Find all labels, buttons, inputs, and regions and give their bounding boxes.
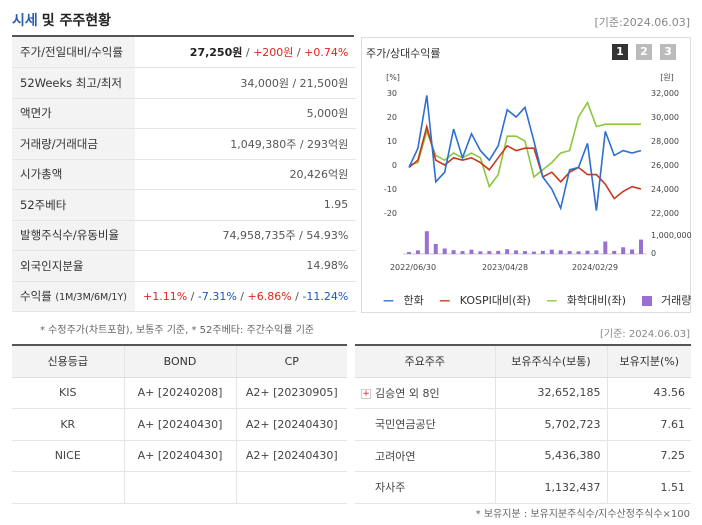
volume-bar — [460, 251, 465, 254]
volume-bar — [478, 251, 483, 254]
volume-bar — [523, 251, 527, 254]
left-tick-label: -10 — [384, 185, 397, 194]
legend-item-chem: — 화학대비(좌) — [546, 294, 627, 307]
x-tick-label: 2023/04/28 — [482, 263, 528, 272]
left-tick-label: 0 — [392, 161, 397, 170]
right-axis-unit: [원] — [660, 73, 674, 82]
volume-bar — [621, 247, 626, 254]
right-tick-label: 26,000 — [651, 161, 679, 170]
volume-bar — [540, 250, 545, 254]
table-row: 수익률 (1M/3M/6M/1Y) +1.11% / -7.31% / +6.8… — [12, 281, 357, 312]
price-chart: [%] [원] 30 20 10 0 -10 -20 32,000 30,000 28,000 26,… — [384, 73, 691, 272]
volume-bar — [505, 249, 510, 254]
volume-bar — [531, 251, 536, 254]
volume-bar — [514, 250, 519, 254]
credit-rating-table: 신용등급 BOND CP KIS A+ [20240208] A2+ [202309… — [12, 344, 347, 504]
chart-reference-date: [기준: 2024.06.03] — [599, 329, 690, 340]
volume-tick-label: 1,000,000 — [651, 231, 691, 240]
table-row — [12, 471, 347, 504]
legend-item-price: — 한화 — [383, 294, 424, 307]
volume-bar — [487, 251, 492, 254]
volume-bar — [567, 251, 572, 254]
table-row: NICE A+ [20240430] A2+ [20240430] — [12, 440, 347, 472]
volume-bar — [442, 248, 447, 254]
chart-tab-1-button[interactable]: 1 — [612, 44, 628, 60]
table-row: 외국인지분율 14.98% — [12, 250, 357, 282]
x-tick-label: 2024/02/29 — [572, 263, 618, 272]
volume-bar — [603, 241, 608, 254]
legend-item-volume: 거래량 — [641, 294, 698, 307]
quote-note: * 수정주가(차트포함), 보통주 기준, * 52주베타: 주간수익률 기준 — [40, 325, 315, 336]
table-header-row: 주요주주 보유주식수(보통) 보유지분(%) — [355, 345, 691, 378]
reference-date: [기준:2024.06.03] — [594, 16, 690, 29]
section-title: 시세 및 주주현황 — [12, 13, 112, 29]
volume-bar — [469, 249, 474, 254]
table-row: 52주베타 1.95 — [12, 189, 357, 221]
left-tick-label: 20 — [387, 113, 397, 122]
volume-bar — [585, 250, 590, 254]
volume-bar — [630, 249, 635, 254]
volume-bar — [558, 250, 563, 254]
holder-name: 김승연 외 8인 — [375, 386, 440, 400]
table-row: 자사주 1,132,437 1.51 — [355, 471, 691, 504]
right-tick-label: 22,000 — [651, 209, 679, 218]
price-line — [408, 95, 642, 211]
volume-bar — [415, 250, 420, 254]
volume-bar — [424, 231, 429, 254]
table-row: 액면가 5,000원 — [12, 98, 357, 129]
volume-bar — [594, 250, 599, 254]
volume-bar — [612, 250, 617, 254]
divider — [12, 35, 354, 37]
table-row: KIS A+ [20240208] A2+ [20230905] — [12, 377, 347, 409]
right-tick-label: 32,000 — [651, 89, 679, 98]
quote-table: 주가/전일대비/수익률 27,250원 / +200원 / +0.74% 52W… — [12, 37, 357, 312]
table-row: 국민연금공단 5,702,723 7.61 — [355, 408, 691, 441]
table-row: 시가총액 20,426억원 — [12, 159, 357, 190]
volume-bar — [576, 251, 581, 254]
table-header-row: 신용등급 BOND CP — [12, 345, 347, 378]
chart-tab-3-button[interactable]: 3 — [660, 44, 676, 60]
volume-bar — [549, 249, 554, 254]
table-row: 거래량/거래대금 1,049,380주 / 293억원 — [12, 128, 357, 160]
legend-item-kospi: — KOSPI대비(좌) — [439, 294, 531, 307]
kospi-line — [408, 123, 642, 200]
chart-panel — [361, 37, 691, 313]
table-row: 주가/전일대비/수익률 27,250원 / +200원 / +0.74% — [12, 37, 357, 68]
expand-icon[interactable]: + — [361, 388, 371, 399]
table-row: KR A+ [20240430] A2+ [20240430] — [12, 408, 347, 441]
volume-bar — [639, 239, 643, 254]
table-row: 52Weeks 최고/최저 34,000원 / 21,500원 — [12, 67, 357, 99]
x-tick-label: 2022/06/30 — [390, 263, 436, 272]
chart-tab-2-button[interactable]: 2 — [636, 44, 652, 60]
chart-title: 주가/상대수익률 — [366, 47, 441, 60]
left-tick-label: 30 — [387, 89, 397, 98]
chart-legend: — 한화 — KOSPI대비(좌) — 화학대비(좌) 거래량 — [383, 292, 702, 308]
left-axis-unit: [%] — [386, 73, 400, 82]
table-row: 고려아연 5,436,380 7.25 — [355, 440, 691, 472]
left-tick-label: 10 — [387, 137, 397, 146]
right-tick-label: 30,000 — [651, 113, 679, 122]
shareholders-table: 주요주주 보유주식수(보통) 보유지분(%) + 김승연 외 8인 32,652,… — [355, 344, 691, 504]
volume-bar — [451, 250, 456, 254]
left-tick-label: -20 — [384, 209, 397, 218]
holders-note: * 보유지분 : 보유지분주식수/지수산정주식수×100 — [475, 509, 690, 520]
volume-bar — [433, 243, 438, 254]
table-row: 발행주식수/유동비율 74,958,735주 / 54.93% — [12, 220, 357, 251]
volume-tick-label: 0 — [651, 249, 656, 258]
right-tick-label: 28,000 — [651, 137, 679, 146]
right-tick-label: 24,000 — [651, 185, 679, 194]
volume-bar — [407, 252, 411, 254]
table-row: + 김승연 외 8인 32,652,185 43.56 — [355, 377, 691, 409]
volume-bar — [496, 250, 501, 254]
